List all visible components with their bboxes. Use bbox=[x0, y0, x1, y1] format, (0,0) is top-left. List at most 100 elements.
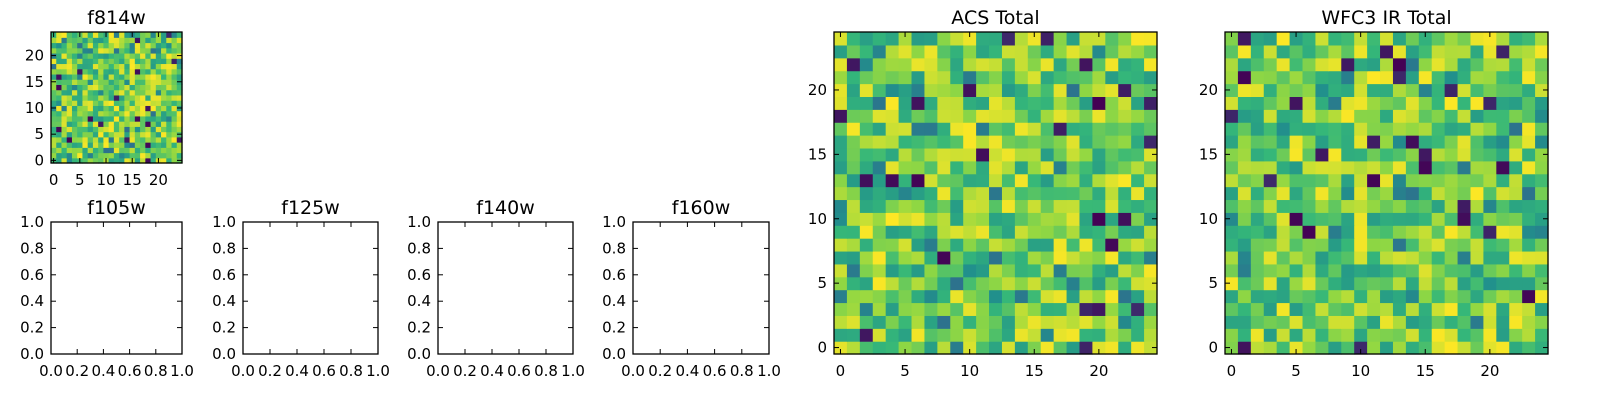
heatmap-cell bbox=[56, 126, 63, 133]
heatmap-cell bbox=[1470, 173, 1484, 188]
heatmap-cell bbox=[145, 100, 152, 106]
heatmap-cell bbox=[1354, 70, 1368, 85]
heatmap-cell bbox=[140, 147, 146, 154]
heatmap-cell bbox=[1302, 83, 1317, 97]
heatmap-cell bbox=[1040, 57, 1055, 72]
heatmap-cell bbox=[1522, 263, 1536, 278]
x-tick-label: 15 bbox=[1025, 362, 1044, 380]
heatmap-cell bbox=[911, 263, 926, 278]
heatmap-cell bbox=[1276, 57, 1291, 72]
heatmap-cell bbox=[1392, 238, 1407, 252]
heatmap-cell bbox=[1509, 238, 1523, 252]
heatmap-cell bbox=[1341, 276, 1355, 291]
heatmap-cell bbox=[113, 42, 120, 49]
heatmap-cell bbox=[1315, 122, 1329, 136]
heatmap-cell bbox=[166, 63, 173, 70]
heatmap-cell bbox=[1079, 135, 1093, 149]
heatmap-cell bbox=[77, 142, 84, 148]
heatmap-cell bbox=[82, 42, 89, 49]
heatmap-cell bbox=[1380, 289, 1394, 304]
heatmap-cell bbox=[1444, 160, 1459, 175]
heatmap-cell bbox=[1079, 328, 1093, 342]
heatmap-cell bbox=[119, 100, 125, 106]
heatmap-cell bbox=[161, 157, 167, 164]
heatmap-cell bbox=[1354, 263, 1368, 278]
heatmap-cell bbox=[150, 126, 157, 133]
heatmap-cell bbox=[124, 131, 131, 138]
heatmap-cell bbox=[924, 238, 938, 252]
heatmap-cell bbox=[1328, 173, 1342, 188]
heatmap-cell bbox=[155, 131, 162, 138]
heatmap-cell bbox=[1225, 225, 1239, 239]
heatmap-cell bbox=[963, 44, 977, 59]
heatmap-cell bbox=[937, 96, 951, 110]
heatmap-cell bbox=[1405, 147, 1420, 162]
heatmap-cell bbox=[1225, 83, 1239, 97]
heatmap-cell bbox=[1354, 276, 1368, 291]
heatmap-cell bbox=[92, 63, 99, 70]
subplot-title: f140w bbox=[476, 197, 535, 219]
heatmap-cell bbox=[1092, 186, 1106, 201]
heatmap-cell bbox=[846, 263, 861, 278]
heatmap-cell bbox=[113, 157, 120, 164]
heatmap-cell bbox=[150, 121, 157, 127]
heatmap-cell bbox=[898, 44, 913, 59]
heatmap-cell bbox=[1444, 212, 1459, 226]
heatmap-cell bbox=[1040, 250, 1055, 265]
heatmap-cell bbox=[846, 302, 861, 316]
heatmap-cell bbox=[1354, 83, 1368, 97]
heatmap-cell bbox=[1225, 341, 1239, 355]
heatmap-cell bbox=[56, 58, 63, 65]
heatmap-cell bbox=[976, 57, 990, 72]
heatmap-cell bbox=[1289, 302, 1304, 316]
heatmap-cell bbox=[1367, 135, 1381, 149]
heatmap-cell bbox=[1040, 135, 1055, 149]
heatmap-cell bbox=[1053, 212, 1068, 226]
heatmap-cell bbox=[1066, 186, 1081, 201]
heatmap-cell bbox=[61, 84, 68, 91]
heatmap-cell bbox=[1341, 96, 1355, 110]
y-tick-label: 1.0 bbox=[602, 213, 626, 231]
heatmap-cell bbox=[1118, 160, 1132, 175]
heatmap-cell bbox=[1354, 199, 1368, 213]
heatmap-cell bbox=[1131, 289, 1145, 304]
heatmap-cell bbox=[1001, 160, 1016, 175]
heatmap-cell bbox=[1341, 70, 1355, 85]
heatmap-cell bbox=[61, 147, 68, 154]
y-tick-label: 0.0 bbox=[407, 345, 431, 363]
heatmap-cell bbox=[846, 122, 861, 136]
heatmap-cell bbox=[124, 58, 131, 65]
heatmap-cell bbox=[71, 152, 78, 159]
heatmap-cell bbox=[1263, 70, 1278, 85]
heatmap-cell bbox=[963, 96, 977, 110]
heatmap-cell bbox=[129, 121, 136, 127]
heatmap-cell bbox=[1105, 212, 1119, 226]
heatmap-cell bbox=[989, 70, 1003, 85]
heatmap-cell bbox=[989, 328, 1003, 342]
heatmap-cell bbox=[1483, 328, 1497, 342]
heatmap-cell bbox=[1509, 147, 1523, 162]
heatmap-cell bbox=[161, 115, 167, 122]
heatmap-cell bbox=[1328, 44, 1342, 59]
heatmap-cell bbox=[1027, 122, 1042, 136]
heatmap-cell bbox=[989, 96, 1003, 110]
heatmap-cell bbox=[108, 147, 115, 154]
axes-frame bbox=[833, 31, 1158, 355]
heatmap-cell bbox=[1457, 302, 1472, 316]
heatmap-cell bbox=[77, 126, 84, 133]
heatmap-cell bbox=[1380, 302, 1394, 316]
heatmap-cell bbox=[1444, 263, 1459, 278]
heatmap-cell bbox=[885, 122, 900, 136]
heatmap-cell bbox=[1027, 135, 1042, 149]
heatmap-cell bbox=[1053, 289, 1068, 304]
heatmap-cell bbox=[859, 289, 874, 304]
heatmap-cell bbox=[1328, 302, 1342, 316]
heatmap-cell bbox=[155, 84, 162, 91]
heatmap-cell bbox=[1315, 109, 1329, 123]
heatmap-cell bbox=[119, 63, 125, 70]
heatmap-cell bbox=[171, 63, 178, 70]
heatmap-cell bbox=[155, 47, 162, 54]
heatmap-cell bbox=[924, 32, 938, 46]
heatmap-cell bbox=[1535, 70, 1549, 85]
heatmap-cell bbox=[108, 63, 115, 70]
